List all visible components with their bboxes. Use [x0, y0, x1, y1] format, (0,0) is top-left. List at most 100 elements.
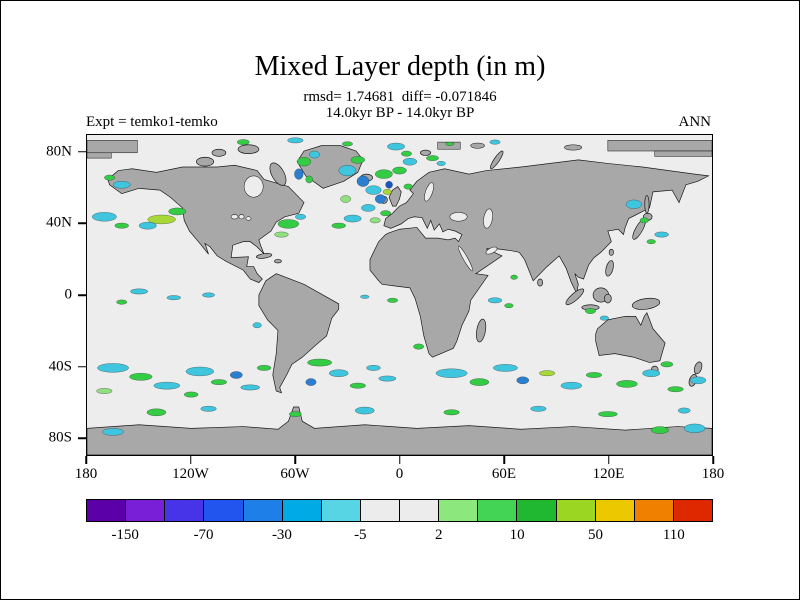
baltic-sea — [424, 182, 434, 202]
lon-tick-mark — [85, 456, 87, 464]
anomaly-patch — [639, 217, 649, 224]
anomaly-patch — [443, 409, 460, 416]
anomaly-patch — [489, 139, 501, 145]
anomaly-patch — [599, 315, 609, 321]
anomaly-patch — [385, 181, 393, 189]
great-lakes — [238, 214, 245, 220]
anomaly-patch — [96, 388, 113, 394]
colorbar-labels: -150 -70 -30 -5 2 10 50 110 — [86, 527, 713, 547]
lat-tick-label: 0 — [64, 286, 73, 303]
new-zealand-north — [693, 361, 703, 375]
lon-tick-label: 120W — [172, 466, 209, 482]
hudson-bay — [243, 175, 264, 198]
anomaly-patch — [296, 157, 312, 167]
anomaly-patch — [375, 169, 393, 179]
lat-tick-mark — [78, 222, 86, 225]
lon-tick-label: 60E — [491, 466, 517, 482]
anomaly-patch — [252, 322, 262, 329]
anomaly-patch — [539, 370, 556, 377]
persian-gulf — [485, 246, 498, 255]
anomaly-patch — [202, 292, 215, 298]
anomaly-patch — [274, 231, 289, 238]
hispaniola — [274, 259, 282, 264]
anomaly-patch — [114, 222, 129, 229]
latitude-axis: 80N 40N 0 40S 80S — [1, 134, 86, 456]
world-map — [87, 135, 712, 455]
plot-title: Mixed Layer depth (in m) — [254, 51, 546, 82]
anomaly-patch — [401, 150, 412, 157]
colorbar-tick-label: 10 — [509, 527, 525, 543]
period-line: 14.0kyr BP - 14.0kyr BP — [325, 105, 475, 121]
anomaly-patch — [560, 381, 582, 390]
colorbar-tick-label: -150 — [111, 527, 139, 543]
anomaly-patch — [625, 199, 642, 209]
anomaly-patch — [435, 368, 468, 378]
anomaly-patch — [530, 405, 547, 412]
philippines — [605, 260, 614, 277]
baffin-island — [269, 162, 287, 186]
anomaly-patch — [469, 378, 490, 386]
sakhalin — [644, 195, 650, 214]
colorbar-cell-9 — [439, 500, 479, 521]
anomaly-patch — [210, 379, 227, 385]
anomaly-patch — [102, 428, 124, 436]
anomaly-patch — [112, 181, 131, 189]
anomaly-patch — [436, 161, 446, 166]
sulawesi — [604, 293, 612, 304]
colorbar-cell-8 — [400, 500, 440, 521]
lat-tick-label: 80S — [48, 429, 72, 446]
anomaly-patch — [138, 221, 157, 230]
madagascar — [476, 318, 487, 343]
anomaly-patch — [340, 195, 352, 203]
anomaly-patch — [342, 141, 353, 147]
lon-tick-mark — [294, 456, 296, 464]
anomaly-patch — [230, 371, 243, 379]
colorbar-tick-label: -70 — [193, 527, 214, 543]
anomaly-patch — [130, 288, 148, 295]
stats-line: rmsd= 1.74681 diff= -0.071846 — [303, 89, 497, 105]
lat-tick-label: 40N — [46, 214, 72, 231]
anomaly-patch — [677, 407, 691, 414]
black-sea — [449, 212, 468, 222]
cuba — [255, 253, 273, 259]
anomaly-patch — [92, 212, 117, 222]
anomaly-patch — [277, 219, 299, 229]
anomaly-patch — [349, 382, 366, 389]
anomaly-patch — [516, 376, 529, 385]
australia — [595, 312, 666, 363]
taiwan — [608, 248, 614, 256]
anomaly-patch — [350, 156, 365, 164]
colorbar-tick-label: -5 — [354, 527, 367, 543]
colorbar-cell-10 — [478, 500, 518, 521]
anomaly-patch — [97, 363, 129, 373]
anomaly-patch — [660, 361, 674, 368]
anomaly-patch — [356, 175, 370, 187]
anomaly-patch — [690, 376, 707, 385]
anomaly-patch — [294, 168, 304, 180]
anomaly-patch — [369, 217, 381, 224]
anomaly-patch — [487, 297, 503, 304]
colorbar-cell-7 — [360, 500, 400, 521]
anomaly-patch — [585, 372, 602, 378]
anomaly-patch — [382, 189, 392, 195]
anomaly-patch — [380, 210, 391, 217]
victoria-island — [196, 156, 215, 167]
anomaly-patch — [200, 405, 217, 412]
anomaly-patch — [667, 386, 684, 393]
lon-tick-label: 180 — [74, 466, 98, 482]
anomaly-patch — [355, 406, 375, 415]
eurasia-africa — [369, 159, 710, 358]
colorbar-tick-label: 110 — [662, 527, 685, 543]
new-guinea — [631, 297, 661, 310]
colorbar-cell-12 — [556, 500, 596, 521]
lon-tick-mark — [503, 456, 505, 464]
longitude-axis: 180 120W 60W 0 60E 120E 180 — [75, 456, 724, 488]
colorbar-tick-label: -30 — [271, 527, 292, 543]
lat-tick-label: 80N — [46, 143, 72, 160]
lon-tick-label: 60W — [280, 466, 310, 482]
queen-elizabeth-islands — [211, 148, 227, 157]
anomaly-patch — [403, 183, 413, 190]
anomaly-patch — [237, 139, 250, 145]
anomaly-patch — [184, 391, 199, 398]
anomaly-patch — [329, 369, 349, 377]
